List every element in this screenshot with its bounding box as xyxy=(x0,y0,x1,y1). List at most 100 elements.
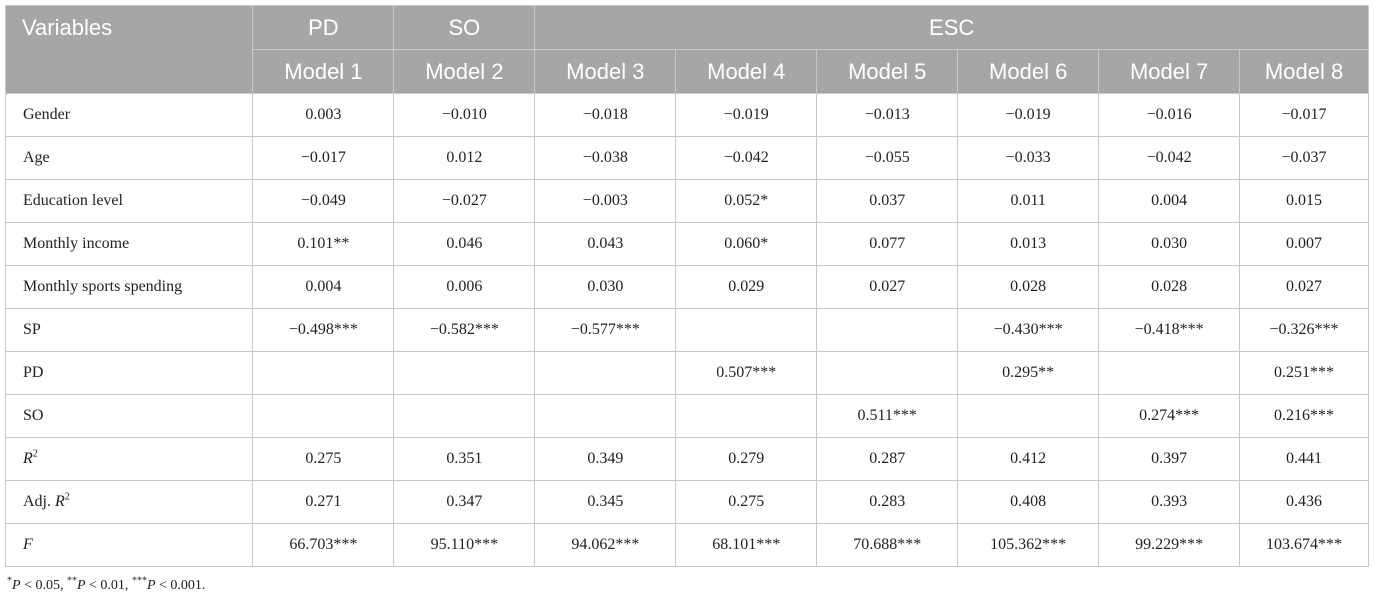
table-cell: 0.436 xyxy=(1239,480,1369,524)
table-cell: 0.043 xyxy=(534,222,677,266)
footnote-threshold: < 0.01, xyxy=(85,578,132,593)
table-cell: 103.674*** xyxy=(1239,523,1369,567)
table-cell: 0.345 xyxy=(534,480,677,524)
table-cell: −0.019 xyxy=(675,93,818,137)
table-cell xyxy=(675,308,818,352)
table-cell: −0.017 xyxy=(1239,93,1369,137)
row-label-prefix: Adj. xyxy=(23,493,55,510)
table-cell xyxy=(393,394,536,438)
table-cell xyxy=(957,394,1100,438)
table-cell: 68.101*** xyxy=(675,523,818,567)
row-label-text: Age xyxy=(23,149,50,166)
table-cell: 0.030 xyxy=(534,265,677,309)
table-cell: 0.012 xyxy=(393,136,536,180)
footnote-p: P xyxy=(146,578,156,593)
table-cell: −0.498*** xyxy=(252,308,395,352)
model-header: Model 3 xyxy=(534,49,677,94)
row-label: Education level xyxy=(4,179,254,223)
table-cell: 0.279 xyxy=(675,437,818,481)
table-row: Gender 0.003 −0.010 −0.018 −0.019 −0.013 −0.01… xyxy=(4,93,1369,137)
regression-table-container: Variables PD SO ESC Model 1 Model 2 Model … xyxy=(4,5,1369,593)
table-cell: 0.013 xyxy=(957,222,1100,266)
footnote-stars: ** xyxy=(66,575,77,587)
table-cell: 0.028 xyxy=(957,265,1100,309)
table-cell: 0.007 xyxy=(1239,222,1369,266)
model-header: Model 7 xyxy=(1098,49,1241,94)
table-cell: 0.029 xyxy=(675,265,818,309)
row-label-text: Education level xyxy=(23,192,123,209)
row-label-superscript: 2 xyxy=(32,448,38,460)
table-cell: 0.060* xyxy=(675,222,818,266)
row-label: F xyxy=(4,523,254,567)
table-cell: 0.275 xyxy=(252,437,395,481)
row-label-text: PD xyxy=(23,364,44,381)
footnote-stars: * xyxy=(7,575,12,587)
row-label: PD xyxy=(4,351,254,395)
row-label-text: R xyxy=(55,493,65,510)
table-cell: 0.101** xyxy=(252,222,395,266)
table-cell xyxy=(252,394,395,438)
table-row: Monthly income 0.101** 0.046 0.043 0.060* 0.0… xyxy=(4,222,1369,266)
table-cell: −0.038 xyxy=(534,136,677,180)
row-label: Monthly sports spending xyxy=(4,265,254,309)
table-row: PD 0.507*** 0.295** 0.251*** xyxy=(4,351,1369,395)
table-cell: 0.216*** xyxy=(1239,394,1369,438)
table-cell: 0.077 xyxy=(816,222,959,266)
table-cell: 0.028 xyxy=(1098,265,1241,309)
table-cell: 70.688*** xyxy=(816,523,959,567)
table-cell: −0.430*** xyxy=(957,308,1100,352)
table-cell: 0.052* xyxy=(675,179,818,223)
table-cell: 0.004 xyxy=(1098,179,1241,223)
table-cell: 105.362*** xyxy=(957,523,1100,567)
table-cell: 0.027 xyxy=(1239,265,1369,309)
table-cell xyxy=(534,351,677,395)
model-header: Model 1 xyxy=(252,49,395,94)
table-cell: 0.274*** xyxy=(1098,394,1241,438)
table-cell: −0.017 xyxy=(252,136,395,180)
table-row: R2 0.275 0.351 0.349 0.279 0.287 0.412 0.397 0.4… xyxy=(4,437,1369,481)
table-cell: 66.703*** xyxy=(252,523,395,567)
model-header: Model 6 xyxy=(957,49,1100,94)
table-cell: 0.011 xyxy=(957,179,1100,223)
row-label-text: Gender xyxy=(23,106,71,123)
table-cell: 0.347 xyxy=(393,480,536,524)
table-cell: 0.037 xyxy=(816,179,959,223)
group-header-esc: ESC xyxy=(534,5,1369,50)
row-label-text: R xyxy=(23,450,33,467)
table-cell: 0.507*** xyxy=(675,351,818,395)
table-cell: −0.019 xyxy=(957,93,1100,137)
table-cell: 95.110*** xyxy=(393,523,536,567)
table-cell: −0.027 xyxy=(393,179,536,223)
footnote-p: P xyxy=(12,578,21,593)
table-cell: 0.412 xyxy=(957,437,1100,481)
row-label: Age xyxy=(4,136,254,180)
row-label-text: SP xyxy=(23,321,41,338)
table-cell: 0.295** xyxy=(957,351,1100,395)
table-cell: 0.030 xyxy=(1098,222,1241,266)
group-header-pd: PD xyxy=(252,5,395,50)
table-cell: 0.283 xyxy=(816,480,959,524)
group-header-so: SO xyxy=(393,5,536,50)
row-label: SP xyxy=(4,308,254,352)
row-label: R2 xyxy=(4,437,254,481)
row-label: SO xyxy=(4,394,254,438)
table-row: Education level −0.049 −0.027 −0.003 0.052* 0… xyxy=(4,179,1369,223)
table-cell: 0.349 xyxy=(534,437,677,481)
model-header: Model 4 xyxy=(675,49,818,94)
table-body: Gender 0.003 −0.010 −0.018 −0.019 −0.013 −0.01… xyxy=(4,93,1369,567)
table-cell: 0.408 xyxy=(957,480,1100,524)
table-cell: 99.229*** xyxy=(1098,523,1241,567)
row-label: Adj. R2 xyxy=(4,480,254,524)
table-row: F 66.703*** 95.110*** 94.062*** 68.101*** 70.… xyxy=(4,523,1369,567)
table-cell: −0.013 xyxy=(816,93,959,137)
table-cell: 0.441 xyxy=(1239,437,1369,481)
table-cell: 0.003 xyxy=(252,93,395,137)
table-cell xyxy=(816,351,959,395)
table-cell: 0.251*** xyxy=(1239,351,1369,395)
table-cell xyxy=(1098,351,1241,395)
table-cell: 0.004 xyxy=(252,265,395,309)
table-cell xyxy=(252,351,395,395)
table-cell: 0.015 xyxy=(1239,179,1369,223)
row-label-text: F xyxy=(23,536,33,553)
table-cell: 0.275 xyxy=(675,480,818,524)
